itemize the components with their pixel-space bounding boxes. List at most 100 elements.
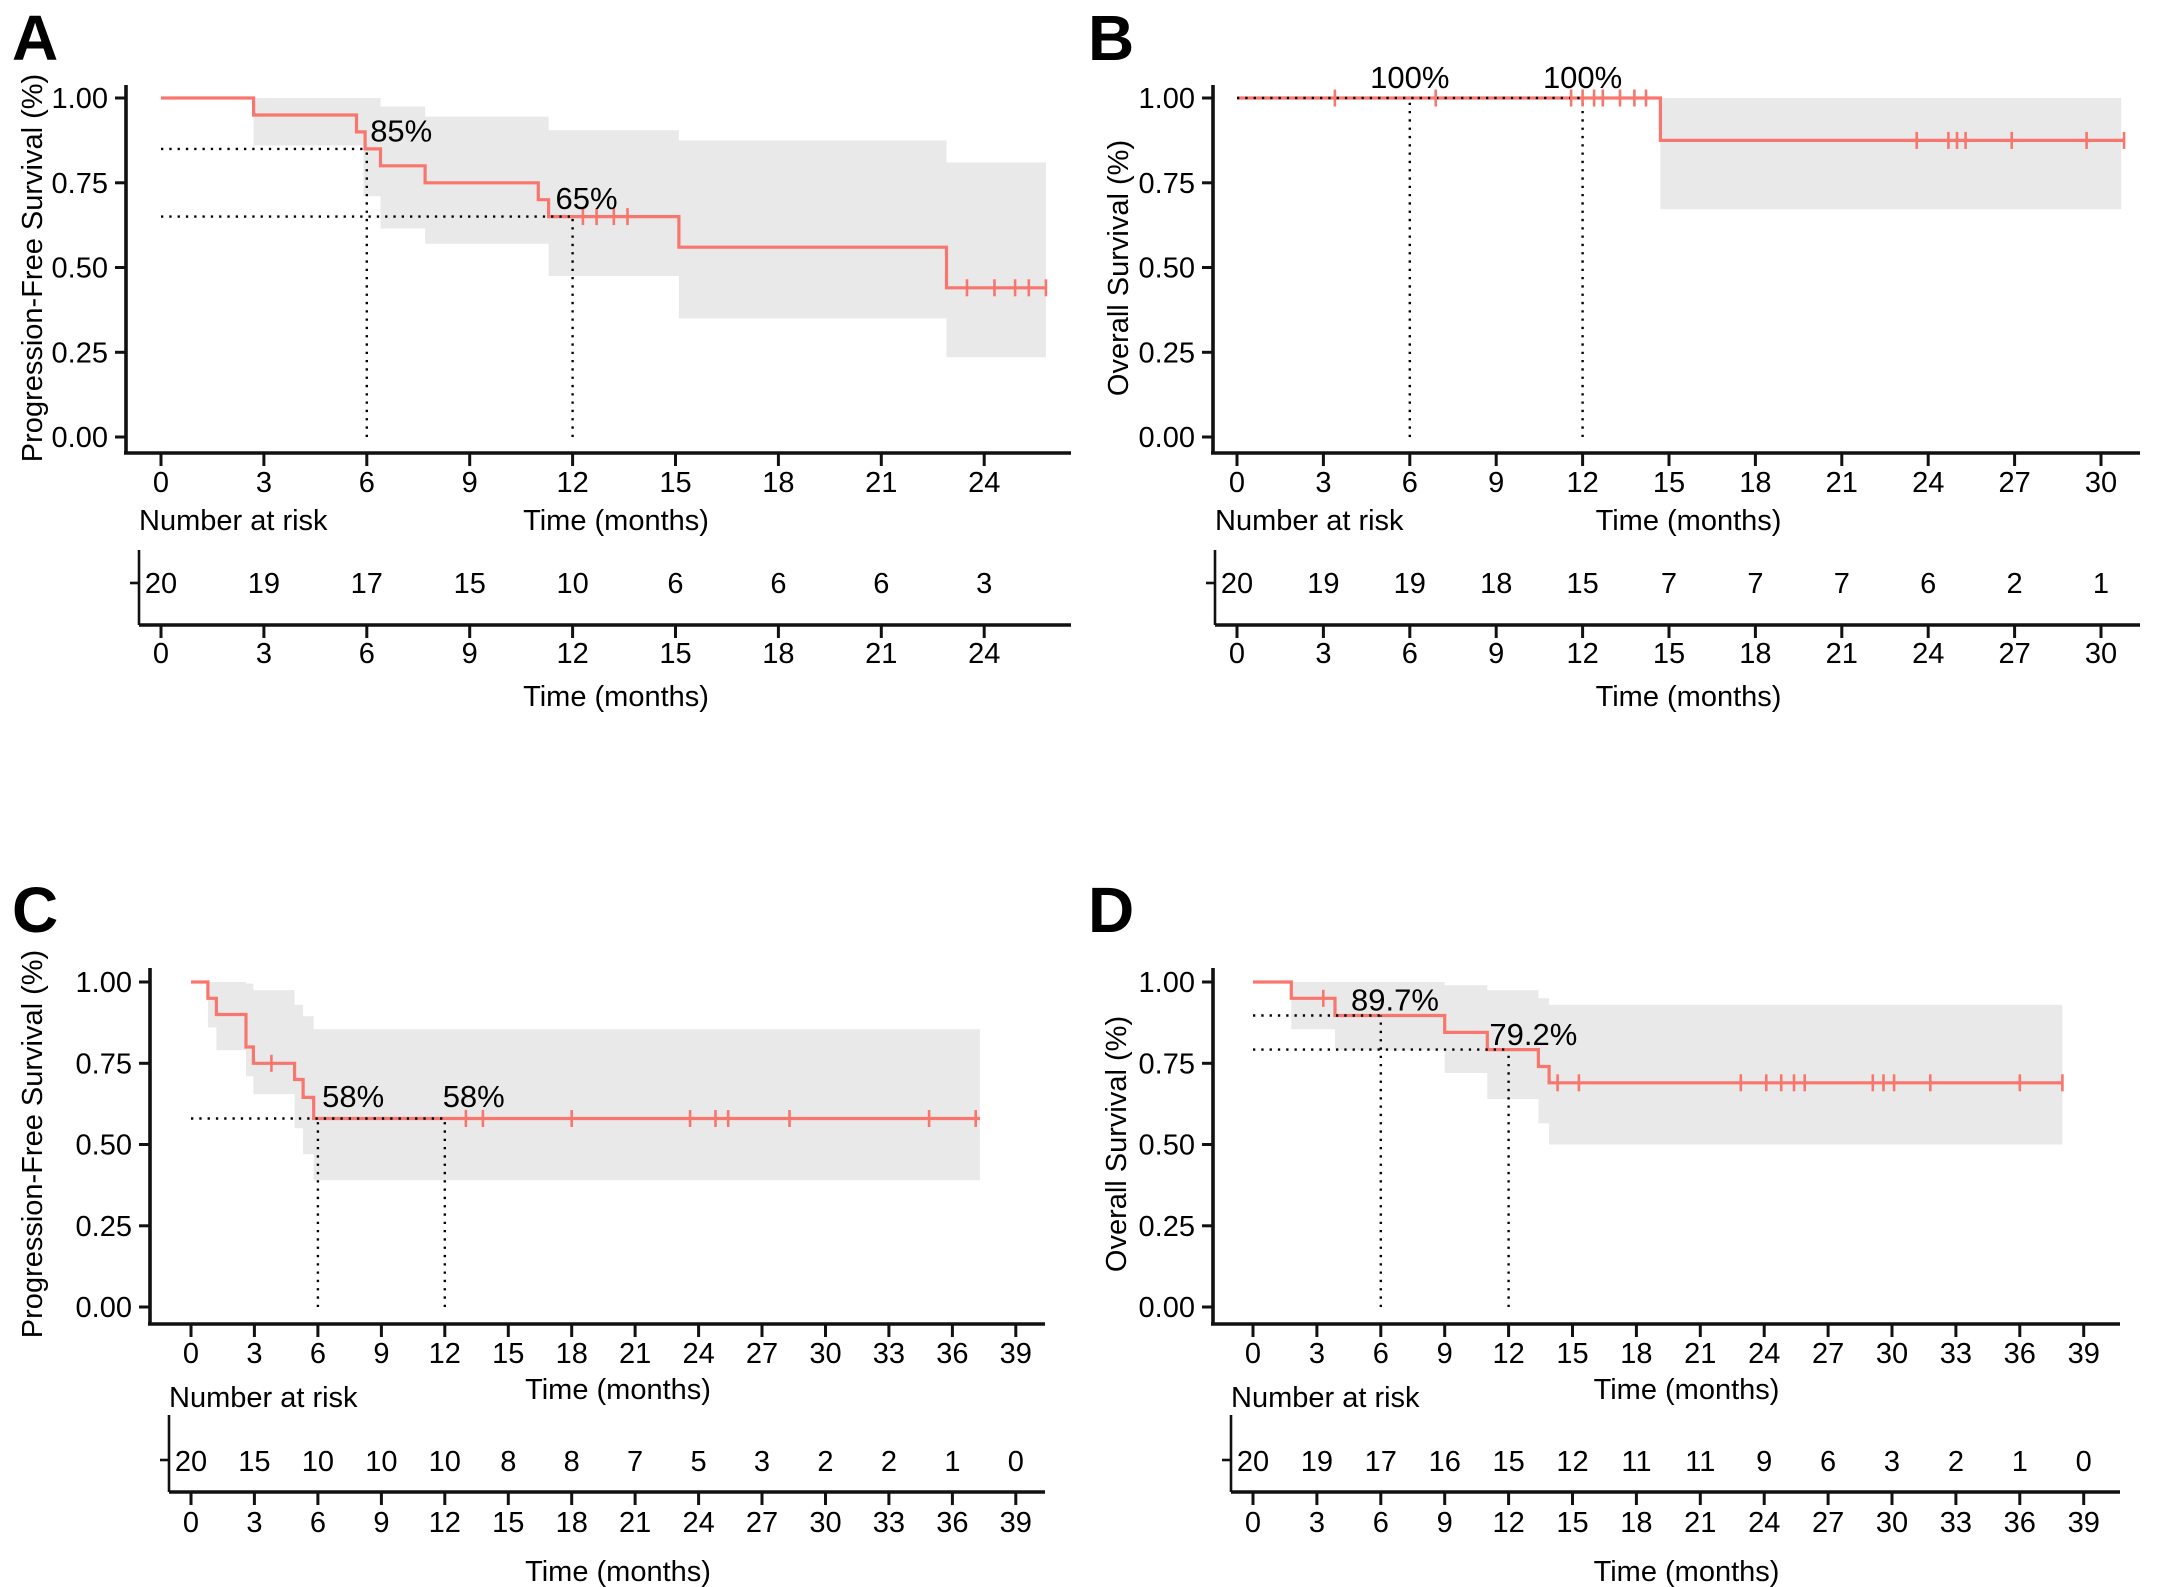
risk-count: 11 [1621,1446,1651,1478]
risk-time-label: 12 [1492,1507,1524,1539]
panel-letter: A [12,2,58,74]
risk-count: 19 [1394,568,1426,600]
x-axis-label: Time (months) [525,1374,711,1406]
y-axis-label: Overall Survival (%) [1103,140,1135,396]
risk-count: 20 [145,568,177,600]
x-tick-label: 15 [1653,467,1685,499]
y-tick-label: 0.75 [76,1048,132,1080]
x-tick-label: 15 [659,467,691,499]
risk-time-label: 36 [936,1507,968,1539]
x-tick-label: 27 [1812,1338,1844,1370]
x-tick-label: 9 [1488,467,1504,499]
risk-count: 9 [1756,1446,1772,1478]
risk-x-axis-label: Time (months) [523,681,709,713]
y-tick-label: 0.75 [1139,168,1195,200]
y-tick-label: 0.75 [1139,1048,1195,1080]
y-axis-label: Progression-Free Survival (%) [17,950,49,1338]
panel-C: 58% 58%0.000.250.500.751.000 3 6 9 12 15 18 21 24… [12,874,1045,1587]
risk-count: 6 [1920,568,1936,600]
risk-time-label: 6 [1373,1507,1389,1539]
annotation: 58% [443,1079,505,1114]
risk-time-label: 27 [1812,1507,1844,1539]
y-axis-label: Progression-Free Survival (%) [17,74,49,462]
risk-count: 2 [1948,1446,1964,1478]
y-tick-label: 0.25 [1139,337,1195,369]
x-tick-label: 27 [1998,467,2030,499]
risk-time-label: 9 [462,638,478,670]
risk-count: 0 [2076,1446,2092,1478]
x-tick-label: 18 [1739,467,1771,499]
risk-count: 6 [873,568,889,600]
panel-D: 89.7%79.2%0.000.250.500.751.000 3 6 9 12 15 18… [1088,874,2120,1587]
risk-time-label: 21 [1826,638,1858,670]
panel-letter: D [1088,874,1134,946]
confidence-band [207,982,980,1181]
risk-count: 11 [1685,1446,1715,1478]
y-tick-label: 1.00 [76,967,132,999]
risk-count: 3 [976,568,992,600]
annotation: 89.7% [1351,983,1439,1018]
x-tick-label: 24 [968,467,1000,499]
risk-count: 8 [564,1446,580,1478]
x-tick-label: 9 [1437,1338,1453,1370]
risk-count: 15 [1566,568,1598,600]
x-tick-label: 21 [865,467,897,499]
x-tick-label: 24 [682,1338,714,1370]
y-tick-label: 0.50 [1139,253,1195,285]
risk-count: 7 [1747,568,1763,600]
risk-time-label: 0 [1245,1507,1261,1539]
annotation: 58% [322,1079,384,1114]
risk-count: 20 [1221,568,1253,600]
x-tick-label: 18 [556,1338,588,1370]
confidence-band [253,98,1046,358]
risk-count: 1 [2012,1446,2028,1478]
x-tick-label: 12 [556,467,588,499]
x-tick-label: 15 [1556,1338,1588,1370]
x-tick-label: 30 [1876,1338,1908,1370]
x-tick-label: 3 [256,467,272,499]
risk-time-label: 0 [1229,638,1245,670]
risk-time-label: 9 [1488,638,1504,670]
x-tick-label: 0 [1245,1338,1261,1370]
x-tick-label: 24 [1912,467,1944,499]
risk-time-label: 30 [809,1507,841,1539]
risk-time-label: 3 [1309,1507,1325,1539]
km-curve [1253,980,2063,1085]
x-tick-label: 3 [1315,467,1331,499]
risk-x-axis-label: Time (months) [1596,681,1782,713]
risk-count: 15 [454,568,486,600]
risk-count: 17 [1365,1446,1397,1478]
y-tick-label: 0.50 [1139,1130,1195,1162]
risk-count: 12 [1556,1446,1588,1478]
risk-time-label: 6 [1402,638,1418,670]
risk-count: 1 [944,1446,960,1478]
x-tick-label: 30 [2085,467,2117,499]
x-tick-label: 36 [936,1338,968,1370]
risk-count: 10 [365,1446,397,1478]
panel-letter: C [12,874,58,946]
y-tick-label: 1.00 [1139,967,1195,999]
y-tick-label: 0.00 [1139,422,1195,454]
risk-time-label: 12 [556,638,588,670]
risk-time-label: 24 [968,638,1000,670]
risk-time-label: 30 [1876,1507,1908,1539]
risk-count: 10 [556,568,588,600]
risk-count: 6 [1820,1446,1836,1478]
x-tick-label: 24 [1748,1338,1780,1370]
x-tick-label: 0 [153,467,169,499]
risk-time-label: 18 [1620,1507,1652,1539]
risk-count: 2 [817,1446,833,1478]
x-tick-label: 39 [2068,1338,2100,1370]
risk-time-label: 21 [865,638,897,670]
x-tick-label: 18 [1620,1338,1652,1370]
risk-time-label: 30 [2085,638,2117,670]
x-tick-label: 3 [1309,1338,1325,1370]
x-tick-label: 6 [359,467,375,499]
risk-time-label: 24 [1748,1507,1780,1539]
risk-count: 15 [238,1446,270,1478]
x-tick-label: 12 [429,1338,461,1370]
risk-x-axis-label: Time (months) [1594,1556,1780,1587]
risk-count: 7 [1834,568,1850,600]
risk-time-label: 36 [2004,1507,2036,1539]
